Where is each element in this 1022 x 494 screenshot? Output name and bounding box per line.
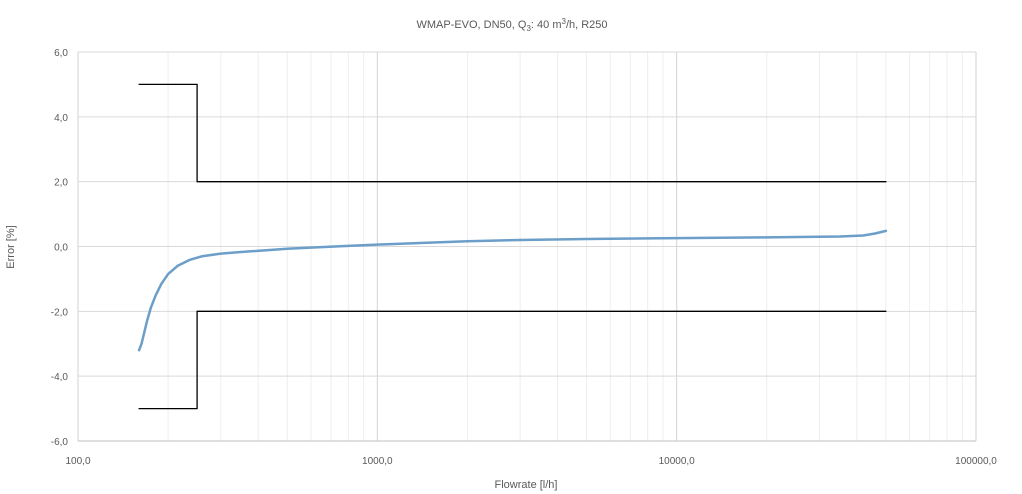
chart-title-mid: : 40 m xyxy=(531,19,562,31)
error-curve-line xyxy=(137,229,888,352)
y-tick-label: -6,0 xyxy=(51,437,69,448)
x-axis-label: Flowrate [l/h] xyxy=(495,479,558,491)
chart-title: WMAP-EVO, DN50, Q3: 40 m3/h, R250 xyxy=(416,17,607,33)
y-tick-label: -4,0 xyxy=(51,372,69,383)
grid xyxy=(77,51,977,442)
x-tick-label: 10000,0 xyxy=(659,456,696,467)
x-tick-label: 1000,0 xyxy=(362,456,393,467)
chart-title-sup: 3 xyxy=(562,17,567,26)
chart-title-suffix: /h, R250 xyxy=(566,19,608,31)
y-tick-label: 4,0 xyxy=(54,113,68,124)
y-tick-label: 2,0 xyxy=(54,178,68,189)
chart-title-sub: 3 xyxy=(526,24,531,33)
tick-labels: 100,0 1000,0 10000,0 100000,0 6,0 4,0 2,0 0,0 -2… xyxy=(51,48,998,467)
y-axis-label: Error [%] xyxy=(5,225,17,268)
chart-title-prefix: WMAP-EVO, DN50, Q xyxy=(416,19,526,31)
y-tick-label: 6,0 xyxy=(54,48,68,59)
y-tick-label: -2,0 xyxy=(51,307,69,318)
upper-limit-line xyxy=(138,83,887,183)
y-tick-label: 0,0 xyxy=(54,243,68,254)
series-group xyxy=(137,83,888,410)
x-tick-label: 100,0 xyxy=(65,456,90,467)
lower-limit-line xyxy=(138,310,887,410)
x-tick-label: 100000,0 xyxy=(955,456,997,467)
